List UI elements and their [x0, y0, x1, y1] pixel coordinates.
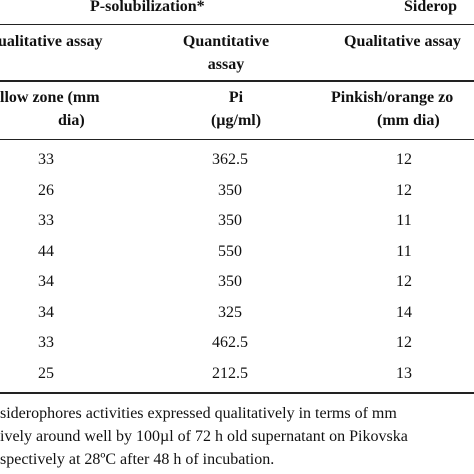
cell-pi: 325	[218, 303, 242, 321]
header-p-solubilization: P-solubilization*	[90, 0, 205, 15]
subheader-qualitative-assay-2: Qualitative assay	[344, 33, 461, 50]
cell-zone: 34	[38, 273, 54, 290]
cell-siderophore: 11	[396, 242, 412, 260]
cell-zone: 25	[38, 364, 54, 382]
cell-pi: 550	[218, 242, 242, 260]
subheader-rule	[0, 80, 474, 82]
subheader-quantitative-assay: Quantitative assay	[176, 32, 276, 75]
cell-pi: 350	[218, 273, 242, 290]
subheader-quantitative-line1: Quantitative	[182, 33, 270, 50]
header-siderophores: Siderop	[404, 0, 458, 15]
unit-header-zone-line1: llow zone (mm	[0, 89, 100, 106]
cell-pi: 350	[218, 212, 242, 229]
unit-header-pi: Pi (µg/ml)	[196, 88, 276, 131]
unit-header-pi-line1: Pi	[228, 89, 244, 106]
subheader-qualitative-assay-1: ualitative assay	[0, 33, 103, 50]
cell-zone: 26	[38, 181, 54, 199]
cell-zone: 33	[38, 334, 54, 351]
cell-pi: 462.5	[212, 334, 248, 351]
cell-siderophore: 12	[396, 181, 412, 199]
subheader-quantitative-line2: assay	[207, 56, 245, 73]
unit-header-pinkish-line2: (mm dia)	[377, 112, 440, 129]
cell-siderophore: 11	[396, 212, 412, 229]
cell-pi: 350	[218, 181, 242, 199]
cell-zone: 34	[38, 303, 54, 321]
cell-siderophore: 12	[396, 273, 412, 290]
footnote-line1: siderophores activities expressed qualit…	[0, 405, 397, 422]
cell-zone: 33	[38, 151, 54, 168]
unit-header-zone-line2: dia)	[58, 112, 85, 129]
cell-siderophore: 12	[396, 334, 412, 351]
cell-siderophore: 14	[396, 303, 412, 321]
footnote-line3: spectively at 28ºC after 48 h of incubat…	[0, 451, 275, 468]
unit-header-pinkish-line1: Pinkish/orange zo	[331, 89, 454, 106]
table-bottom-rule	[0, 392, 474, 394]
unit-header-pinkish: Pinkish/orange zo (mm dia)	[331, 88, 453, 131]
cell-siderophore: 13	[396, 364, 412, 382]
unit-header-zone: llow zone (mm dia)	[0, 88, 100, 131]
footnote-line2: ively around well by 100µl of 72 h old s…	[0, 428, 408, 445]
cell-zone: 33	[38, 212, 54, 229]
unit-header-pi-line2: (µg/ml)	[210, 112, 262, 129]
cell-pi: 362.5	[212, 151, 248, 168]
unit-header-rule	[0, 139, 474, 140]
cell-pi: 212.5	[212, 364, 248, 382]
group-header-rule	[0, 24, 474, 25]
cell-siderophore: 12	[396, 151, 412, 168]
cell-zone: 44	[38, 242, 54, 260]
